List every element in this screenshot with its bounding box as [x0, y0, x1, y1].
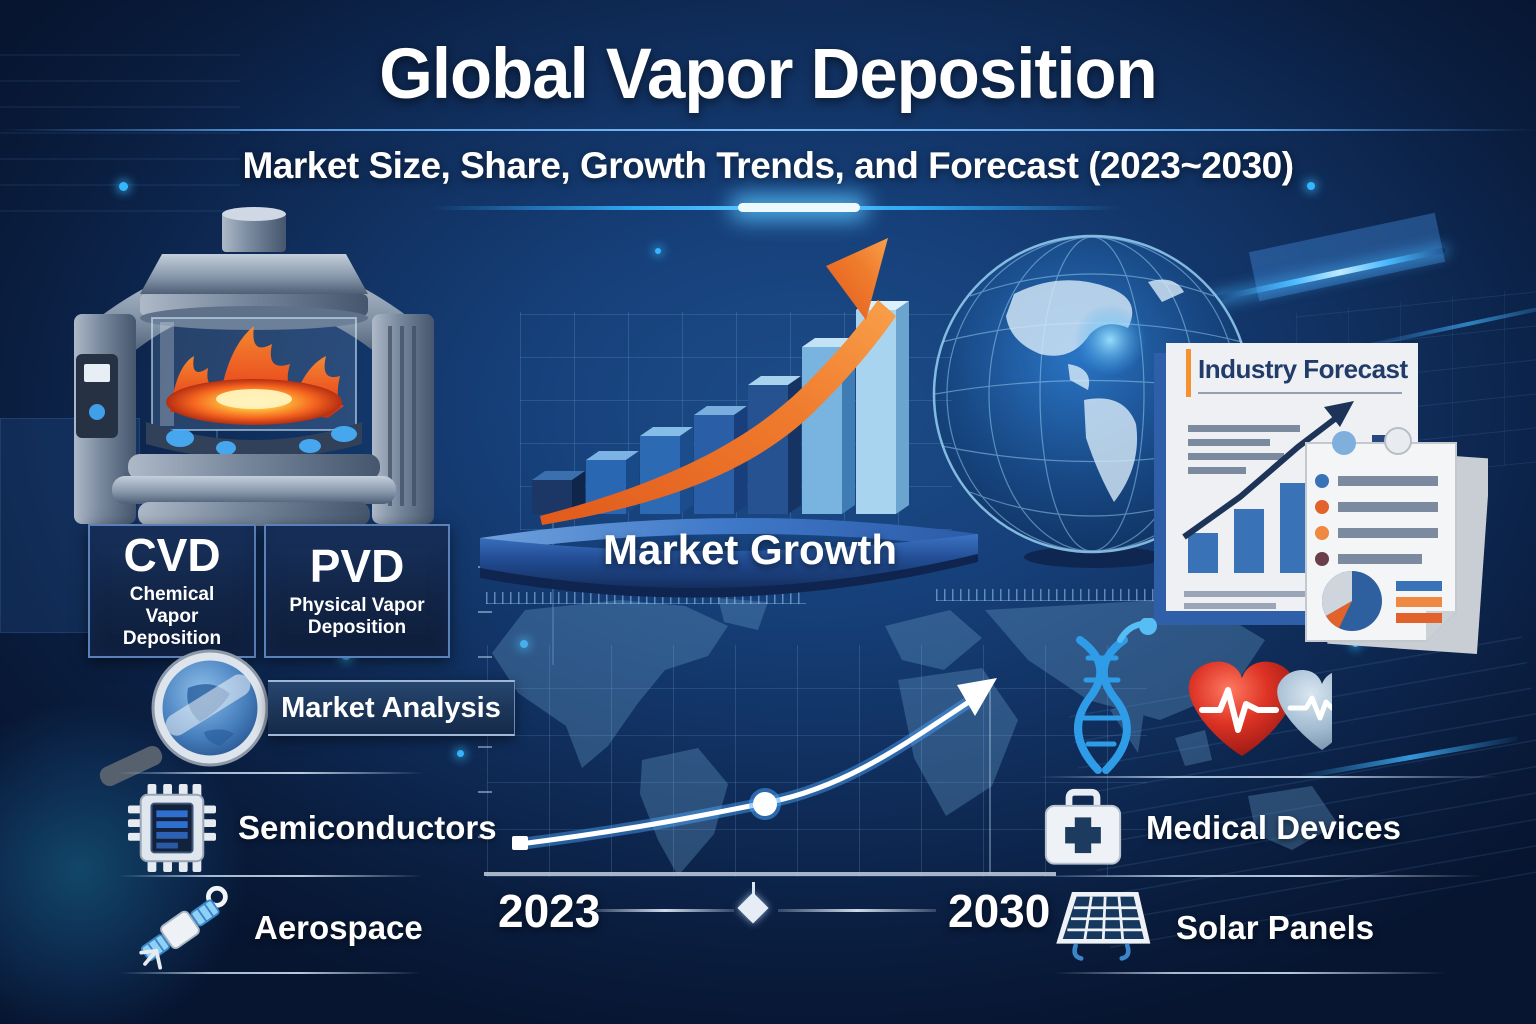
timeline-end-year: 2030 [948, 885, 1051, 937]
market-analysis-label: Market Analysis [281, 691, 501, 724]
glow-dot [655, 248, 661, 254]
timeline-line [778, 909, 936, 912]
glow-dot [119, 182, 128, 191]
cvd-chamber-illustration [74, 207, 434, 526]
satellite-icon [139, 885, 228, 970]
magnifier-icon [99, 649, 269, 787]
list-divider [1055, 972, 1445, 974]
market-analysis-badge: Market Analysis [268, 680, 515, 736]
list-divider [1038, 776, 1500, 778]
application-item-medical-devices: Medical Devices [1042, 784, 1512, 872]
medical-icons [1074, 618, 1332, 774]
list-divider [1042, 875, 1482, 877]
background-tick-ruler [552, 515, 554, 665]
pvd-abbr: PVD [309, 540, 405, 593]
glow-divider-core [738, 203, 860, 212]
application-label: Medical Devices [1146, 809, 1401, 846]
cvd-name: Chemical Vapor Deposition [122, 584, 222, 649]
heart-ecg-blue-icon [1277, 670, 1332, 750]
cvd-abbr: CVD [123, 529, 221, 582]
cvd-box: CVD Chemical Vapor Deposition [88, 524, 256, 658]
glow-dot [1307, 182, 1315, 190]
timeline-start-year: 2023 [498, 885, 601, 937]
forecast-line-chart [484, 678, 1056, 876]
application-item-aerospace: Aerospace [128, 884, 508, 972]
dna-icon [1074, 618, 1157, 774]
page-title: Global Vapor Deposition [379, 35, 1157, 114]
growth-arrow-icon [540, 238, 896, 525]
list-divider [118, 772, 423, 774]
heart-ecg-red-icon [1188, 661, 1296, 756]
application-label: Semiconductors [238, 809, 497, 846]
pvd-box: PVD Physical Vapor Deposition [264, 524, 450, 658]
timeline-line [596, 909, 734, 912]
solar-panel-icon [1056, 892, 1151, 961]
industry-forecast-rule [1198, 392, 1402, 394]
list-divider [120, 972, 420, 974]
page-subtitle: Market Size, Share, Growth Trends, and F… [242, 145, 1294, 186]
industry-forecast-report [1154, 343, 1488, 655]
industry-forecast-title: Industry Forecast [1198, 354, 1408, 384]
timeline-mid-tick [752, 882, 755, 896]
application-label: Aerospace [254, 909, 423, 946]
first-aid-case-icon [1044, 788, 1122, 865]
microchip-icon [128, 784, 216, 872]
title-underline [0, 129, 1536, 131]
market-growth-label: Market Growth [602, 526, 898, 573]
list-divider [118, 875, 423, 877]
application-label: Solar Panels [1176, 909, 1375, 946]
pvd-name: Physical Vapor Deposition [289, 595, 425, 638]
glow-dot [520, 640, 528, 648]
glow-dot [457, 750, 464, 757]
application-item-semiconductors: Semiconductors [128, 782, 508, 874]
market-growth-pedestal [480, 517, 978, 598]
application-item-solar-panels: Solar Panels [1048, 884, 1518, 972]
map-gridlines [487, 645, 1147, 877]
